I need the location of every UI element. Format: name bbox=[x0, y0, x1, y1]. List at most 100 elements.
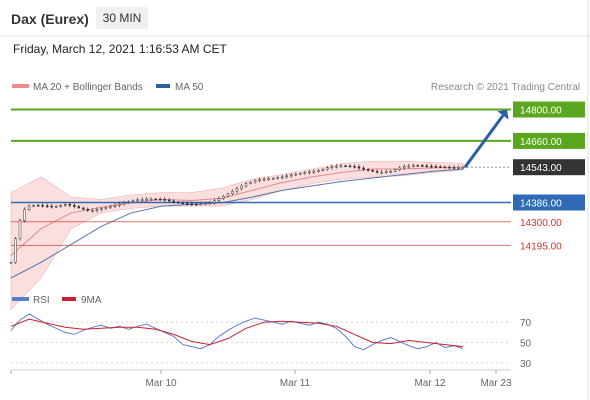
moving-averages bbox=[10, 166, 464, 279]
candle-body bbox=[262, 178, 266, 181]
candle-body bbox=[303, 172, 307, 174]
rsi-tick-label: 70 bbox=[520, 318, 532, 329]
candle-body bbox=[231, 190, 234, 194]
candle-body bbox=[421, 165, 424, 167]
candle-body bbox=[36, 205, 40, 207]
candle-body bbox=[452, 167, 456, 169]
candle-body bbox=[32, 205, 35, 207]
candle-body bbox=[158, 198, 162, 201]
projection-arrow-shaft bbox=[463, 114, 505, 169]
candle-body bbox=[23, 209, 26, 221]
candle-body bbox=[41, 205, 44, 207]
candle-body bbox=[425, 165, 429, 168]
candle-body bbox=[430, 165, 433, 168]
candle-body bbox=[190, 203, 194, 206]
candle-body bbox=[339, 165, 343, 168]
candle-body bbox=[149, 198, 153, 201]
candle-body bbox=[412, 165, 415, 167]
candle-body bbox=[181, 202, 185, 204]
candle-body bbox=[330, 166, 334, 168]
candle-body bbox=[285, 175, 288, 178]
timestamp: Friday, March 12, 2021 1:16:53 AM CET bbox=[13, 42, 228, 56]
bollinger-legend-swatch bbox=[12, 84, 29, 88]
x-tick-label: Mar 11 bbox=[280, 378, 311, 389]
ma50-legend-swatch bbox=[156, 84, 170, 88]
credit-text: Research © 2021 Trading Central bbox=[431, 82, 580, 93]
candle-body bbox=[321, 168, 325, 171]
candle-body bbox=[186, 203, 189, 205]
candle-body bbox=[213, 200, 216, 203]
candle-body bbox=[402, 166, 406, 169]
candle-body bbox=[357, 166, 361, 169]
candle-body bbox=[362, 167, 365, 170]
candle-body bbox=[154, 198, 157, 201]
candle-body bbox=[244, 183, 248, 187]
candle-body bbox=[100, 208, 103, 211]
level-badge-pivot bbox=[513, 194, 585, 211]
candle-body bbox=[407, 165, 411, 168]
candle-body bbox=[50, 205, 53, 208]
candle-body bbox=[63, 204, 67, 206]
rsi-grid: 70 50 30 bbox=[11, 318, 532, 370]
candle-body bbox=[77, 206, 81, 209]
rsi-tick-label: 50 bbox=[520, 339, 532, 350]
ma20-line bbox=[10, 166, 464, 256]
candle-body bbox=[308, 171, 311, 174]
candle-body bbox=[439, 166, 442, 168]
candle-body bbox=[131, 200, 135, 202]
level-badge-resistance bbox=[513, 132, 585, 149]
candle-body bbox=[389, 171, 392, 173]
level-label-resistance: 14660.00 bbox=[520, 137, 562, 148]
x-tick-label: Mar 23 bbox=[480, 378, 512, 389]
candle-body bbox=[172, 200, 175, 203]
candle-body bbox=[195, 203, 198, 206]
candle-body bbox=[276, 177, 279, 179]
level-badge-resistance bbox=[513, 101, 585, 118]
candle-body bbox=[176, 201, 180, 204]
price-candles bbox=[9, 163, 465, 264]
interval-badge[interactable] bbox=[96, 7, 148, 29]
rsi-ma-line bbox=[10, 318, 464, 348]
candle-body bbox=[118, 203, 121, 206]
candle-body bbox=[226, 193, 230, 197]
level-label-pivot: 14386.00 bbox=[520, 199, 562, 210]
candle-body bbox=[416, 165, 420, 167]
candle-body bbox=[104, 207, 108, 210]
candle-body bbox=[45, 205, 49, 208]
candle-body bbox=[348, 165, 352, 168]
level-label-last: 14543.00 bbox=[520, 163, 562, 174]
candle-body bbox=[326, 167, 329, 170]
candle-body bbox=[235, 188, 239, 192]
candle-body bbox=[9, 262, 13, 264]
candle-body bbox=[240, 185, 243, 189]
interval-label: 30 MIN bbox=[103, 11, 142, 25]
candle-body bbox=[204, 203, 207, 205]
rsi-ma-legend-swatch bbox=[62, 297, 76, 301]
rsi-lines bbox=[10, 313, 464, 351]
candle-body bbox=[109, 206, 112, 208]
candle-body bbox=[317, 170, 320, 172]
candle-body bbox=[299, 173, 302, 175]
candle-body bbox=[294, 173, 298, 176]
candle-body bbox=[384, 171, 388, 173]
x-tick-label: Mar 10 bbox=[145, 378, 177, 389]
candle-body bbox=[86, 208, 90, 211]
level-badge-last bbox=[513, 159, 585, 176]
rsi-legend-label: RSI bbox=[33, 295, 50, 306]
candle-body bbox=[18, 220, 22, 239]
candle-body bbox=[122, 202, 126, 205]
candle-body bbox=[91, 210, 94, 212]
candle-body bbox=[59, 205, 62, 207]
candle-body bbox=[398, 167, 401, 170]
candle-body bbox=[127, 201, 130, 203]
candle-body bbox=[73, 205, 76, 207]
candle-body bbox=[366, 169, 370, 171]
candle-body bbox=[344, 165, 347, 168]
ma50-line bbox=[10, 168, 464, 279]
projection-arrow-head bbox=[497, 109, 509, 120]
candle-body bbox=[68, 204, 72, 206]
candle-body bbox=[253, 180, 257, 183]
candle-body bbox=[14, 238, 17, 263]
